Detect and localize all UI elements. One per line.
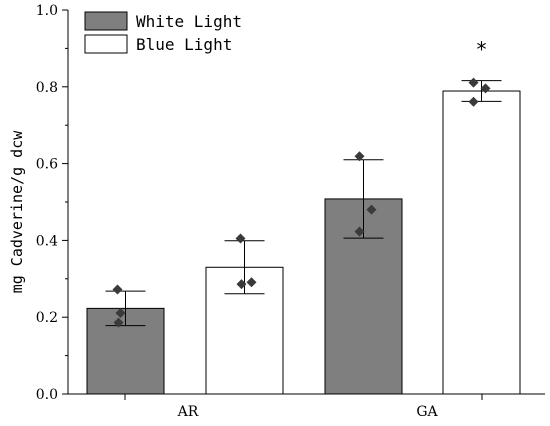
x-tick-label: GA bbox=[416, 404, 438, 420]
data-points-layer bbox=[112, 77, 491, 328]
legend-label: Blue Light bbox=[136, 35, 232, 54]
bar-blue-light-ga bbox=[442, 90, 521, 395]
significance-annotation: * bbox=[477, 38, 487, 62]
data-point-marker bbox=[480, 83, 491, 94]
error-bars-layer bbox=[105, 80, 502, 327]
y-tick-label: 1.0 bbox=[36, 3, 58, 19]
data-point-marker bbox=[115, 307, 126, 318]
y-tick-label: 0.6 bbox=[36, 157, 58, 173]
y-axis-title: mg Cadverine/g dcw bbox=[8, 130, 26, 294]
data-point-marker bbox=[354, 226, 365, 237]
data-point-marker bbox=[468, 96, 479, 107]
y-tick-label: 0.0 bbox=[36, 387, 58, 403]
axes-layer bbox=[62, 9, 545, 400]
legend-label: White Light bbox=[136, 12, 242, 31]
data-point-marker bbox=[468, 77, 479, 88]
y-tick-label: 0.4 bbox=[36, 233, 58, 249]
bars-layer bbox=[86, 90, 521, 395]
x-tick-label: AR bbox=[177, 404, 199, 420]
data-point-marker bbox=[246, 277, 257, 288]
data-point-marker bbox=[366, 204, 377, 215]
legend: White Light Blue Light bbox=[84, 11, 242, 54]
data-point-marker bbox=[236, 279, 247, 290]
data-point-marker bbox=[235, 233, 246, 244]
labels-layer: 0.0 0.2 0.4 0.6 0.8 1.0 AR GA mg Cadverine/g dcw… bbox=[8, 3, 487, 420]
data-point-marker bbox=[354, 151, 365, 162]
y-tick-label: 0.2 bbox=[36, 310, 58, 326]
y-tick-label: 0.8 bbox=[36, 80, 58, 96]
legend-swatch-blue-light bbox=[84, 34, 128, 54]
legend-swatch-white-light bbox=[84, 11, 128, 31]
data-point-marker bbox=[112, 284, 123, 295]
data-point-marker bbox=[113, 317, 124, 328]
